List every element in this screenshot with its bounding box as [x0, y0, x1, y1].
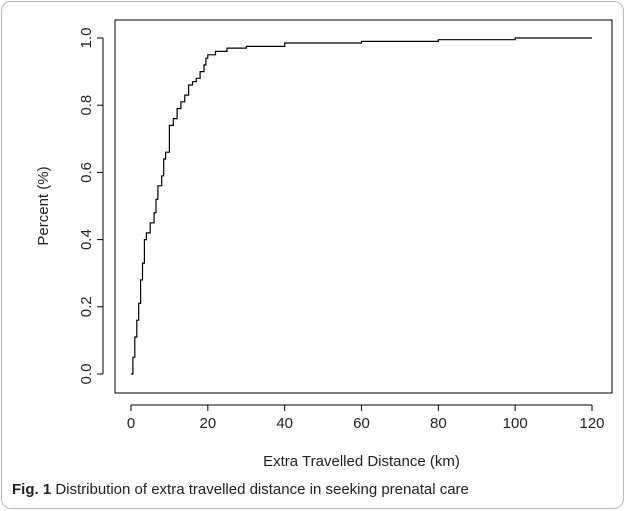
- figure-caption-label: Fig. 1: [12, 481, 52, 498]
- y-axis: 0.0 0.2 0.4 0.6 0.8 1.0: [78, 28, 104, 385]
- plot-area: [114, 19, 613, 394]
- y-tick-label: 1.0: [78, 28, 95, 49]
- y-axis-title: Percent (%): [35, 166, 52, 245]
- y-tick-label: 0.2: [78, 296, 95, 317]
- figure-caption: Fig. 1 Distribution of extra travelled d…: [12, 481, 617, 498]
- ecdf-chart: 0 20 40 60 80 100 120 0.0 0.2 0.4 0.6 0.8 1.0 Extra…: [35, 19, 613, 470]
- y-tick-label: 0.0: [78, 364, 95, 385]
- y-tick-label: 0.6: [78, 162, 95, 183]
- y-tick-label: 0.8: [78, 95, 95, 116]
- y-tick-label: 0.4: [78, 229, 95, 250]
- x-tick-label: 40: [276, 415, 293, 432]
- x-tick-label: 60: [353, 415, 370, 432]
- x-tick-label: 120: [579, 415, 604, 432]
- figure-caption-text: Distribution of extra travelled distance…: [51, 481, 469, 498]
- plot-border: [114, 19, 613, 394]
- x-axis-title: Extra Travelled Distance (km): [263, 453, 460, 470]
- x-tick-label: 20: [199, 415, 216, 432]
- series-layer: [131, 37, 592, 375]
- x-tick-label: 0: [127, 415, 135, 432]
- x-axis: 0 20 40 60 80 100 120: [127, 404, 605, 432]
- x-tick-label: 80: [430, 415, 447, 432]
- x-tick-label: 100: [503, 415, 528, 432]
- ecdf-line: [131, 37, 592, 375]
